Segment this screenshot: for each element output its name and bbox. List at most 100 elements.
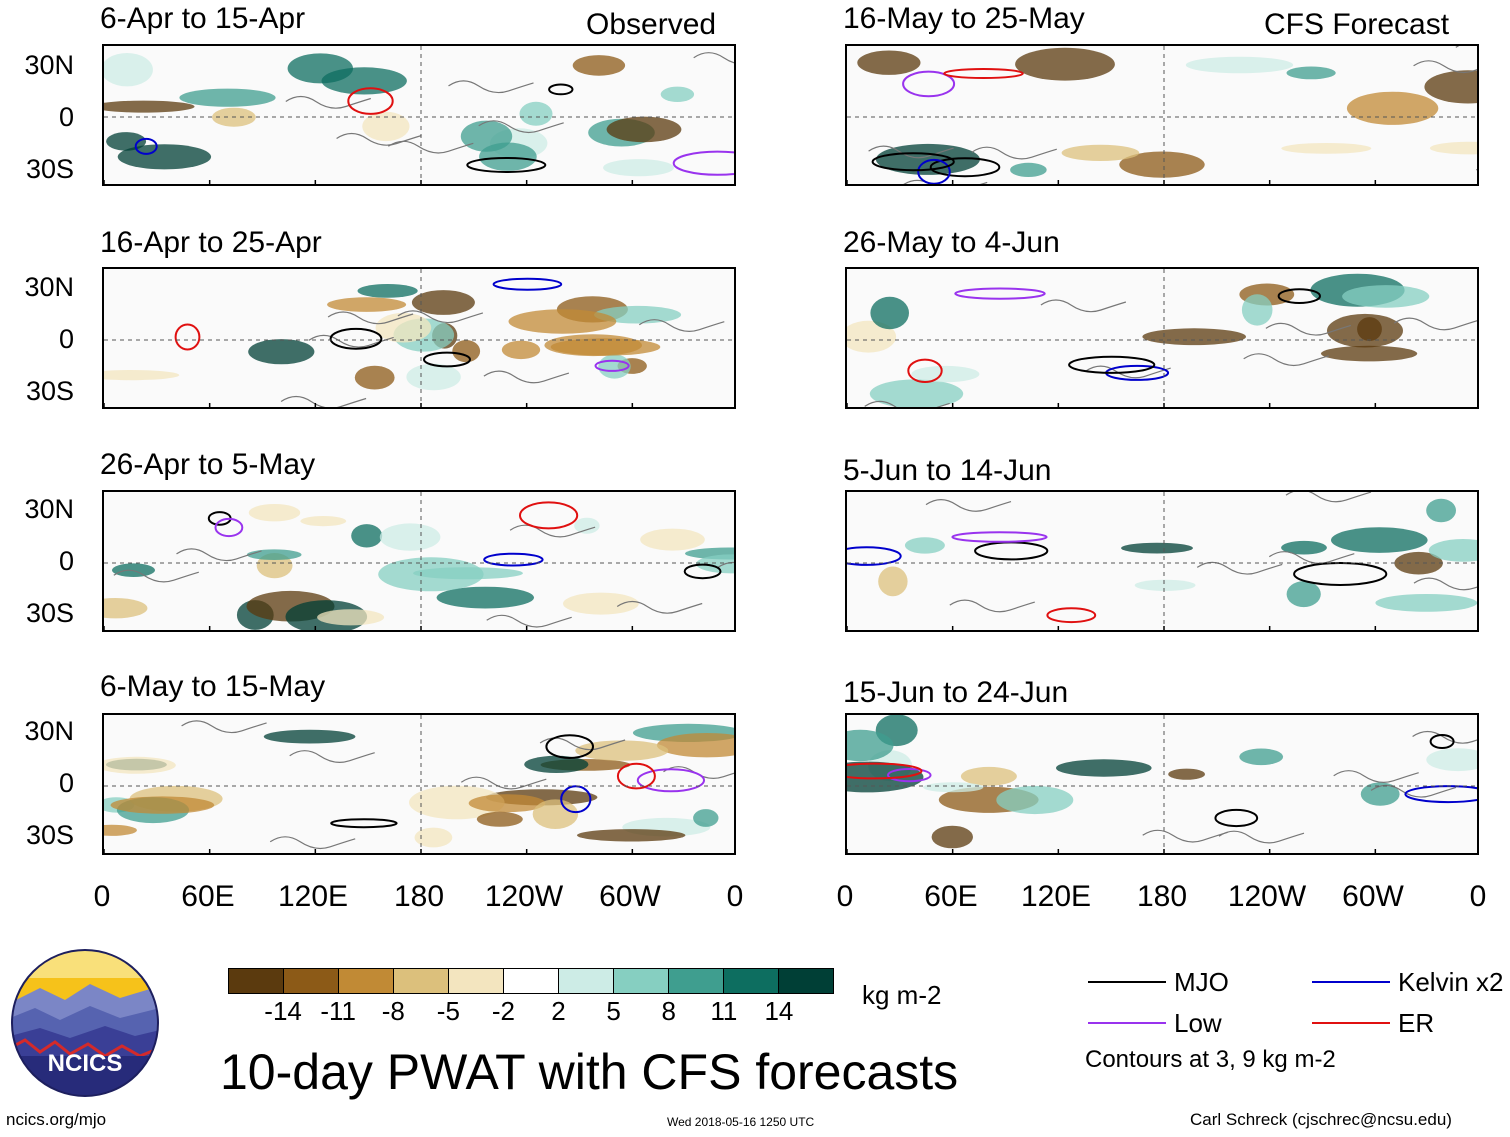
legend-er: ER	[1312, 1008, 1434, 1038]
coastline	[868, 145, 954, 159]
wave-contour	[929, 157, 1001, 178]
wave-contour	[492, 277, 563, 291]
pwat-anomaly-shading	[1286, 66, 1336, 80]
colorbar-tick-label: -2	[491, 996, 516, 1026]
lat-label-30n: 30N	[24, 494, 74, 524]
coastline	[717, 561, 734, 568]
pwat-anomaly-shading	[1185, 56, 1294, 74]
lon-label-left: 120E	[277, 880, 349, 913]
pwat-anomaly-shading	[594, 305, 682, 324]
lat-label-30s: 30S	[25, 598, 74, 628]
map-panel-obs-3	[102, 490, 736, 632]
legend-kelvin-swatch	[1312, 981, 1390, 983]
pwat-anomaly-shading	[179, 88, 276, 107]
wave-contour	[423, 351, 471, 368]
legend-low: Low	[1088, 1008, 1222, 1038]
panel-title-obs-2: 16-Apr to 25-Apr	[100, 226, 322, 259]
wave-contour	[1429, 734, 1455, 749]
wave-contour	[1277, 288, 1321, 305]
pwat-anomaly-shading	[104, 756, 176, 774]
wave-contour	[329, 327, 383, 350]
colorbar-swatch	[339, 969, 394, 993]
coastline	[1413, 60, 1477, 74]
ncics-logo: NCICS	[11, 949, 159, 1097]
coastline	[280, 395, 367, 407]
colorbar-units: kg m-2	[862, 980, 942, 1010]
map-panel-obs-4	[102, 713, 736, 855]
pwat-anomaly-shading	[351, 524, 383, 548]
lon-label-right: 120E	[1020, 880, 1092, 913]
coastline	[478, 120, 564, 134]
coastline	[925, 499, 1012, 512]
wave-contour	[683, 563, 722, 580]
lat-label-eq: 0	[58, 768, 74, 798]
coastline	[1475, 168, 1477, 171]
lat-label-eq: 0	[58, 102, 74, 132]
colorbar-tick-label: 5	[606, 996, 621, 1026]
coastline	[336, 132, 422, 146]
pwat-anomaly-shading	[931, 825, 973, 849]
pwat-anomaly-shading	[1375, 594, 1477, 612]
wave-contour	[1068, 355, 1156, 374]
coastline	[903, 179, 988, 184]
lon-label-right: 0	[836, 880, 854, 913]
map-panel-obs-1	[102, 44, 736, 186]
pwat-anomaly-shading	[411, 290, 475, 315]
map-panel-fcst-2	[845, 267, 1479, 409]
coastline	[1085, 365, 1171, 379]
pwat-anomaly-shading	[1286, 581, 1321, 608]
legend-low-swatch	[1088, 1022, 1166, 1024]
lat-label-30n: 30N	[24, 50, 74, 80]
pwat-anomaly-shading	[354, 365, 395, 390]
wave-contour	[214, 517, 244, 538]
pwat-anomaly-shading	[1239, 748, 1284, 766]
pwat-anomaly-shading	[413, 567, 523, 580]
pwat-anomaly-shading	[104, 100, 195, 113]
pwat-anomaly-shading	[640, 528, 705, 551]
lon-label-right: 120W	[1227, 880, 1307, 913]
pwat-anomaly-shading	[409, 785, 505, 820]
wave-contour	[887, 768, 932, 783]
wave-contour	[871, 152, 955, 172]
lon-label-left: 120W	[484, 880, 564, 913]
pwat-anomaly-shading	[1321, 345, 1418, 362]
pwat-anomaly-shading	[287, 53, 353, 84]
colorbar-tick-label: -5	[436, 996, 460, 1026]
pwat-anomaly-shading	[263, 729, 356, 744]
colorbar-swatch	[779, 969, 833, 993]
coastline	[1218, 830, 1305, 844]
wave-contour	[907, 358, 943, 384]
coastline	[638, 319, 725, 332]
pwat-anomaly-shading	[104, 598, 148, 619]
wave-contour	[1214, 808, 1259, 828]
coastline	[949, 599, 1035, 613]
pwat-anomaly-shading	[532, 799, 579, 829]
wave-contour	[545, 734, 595, 759]
pwat-anomaly-shading	[923, 782, 984, 793]
coastline	[971, 146, 1057, 160]
pwat-anomaly-shading	[104, 53, 153, 87]
wave-contour	[134, 137, 158, 155]
pwat-anomaly-shading	[572, 55, 626, 76]
pwat-anomaly-shading	[246, 549, 302, 560]
lon-label-right: 60E	[924, 880, 978, 913]
pwat-anomaly-shading	[563, 592, 639, 615]
coastline	[1196, 561, 1283, 575]
pwat-anomaly-shading	[598, 354, 631, 379]
pwat-anomaly-shading	[996, 785, 1074, 815]
coastline	[483, 370, 570, 384]
pwat-anomaly-shading	[693, 809, 719, 827]
coastline	[663, 766, 734, 779]
wave-contour	[548, 83, 574, 96]
colorbar-swatch	[669, 969, 724, 993]
pwat-anomaly-shading	[104, 824, 137, 836]
coastline	[285, 95, 371, 109]
legend-kelvin-label: Kelvin x2	[1398, 967, 1504, 997]
coastline	[693, 52, 734, 64]
legend-er-swatch	[1312, 1022, 1390, 1024]
logo-text: NCICS	[48, 1050, 123, 1077]
pwat-anomaly-shading	[1134, 579, 1196, 591]
pwat-anomaly-shading	[476, 811, 523, 827]
pwat-anomaly-shading	[1061, 144, 1140, 161]
wave-contour	[594, 359, 630, 372]
